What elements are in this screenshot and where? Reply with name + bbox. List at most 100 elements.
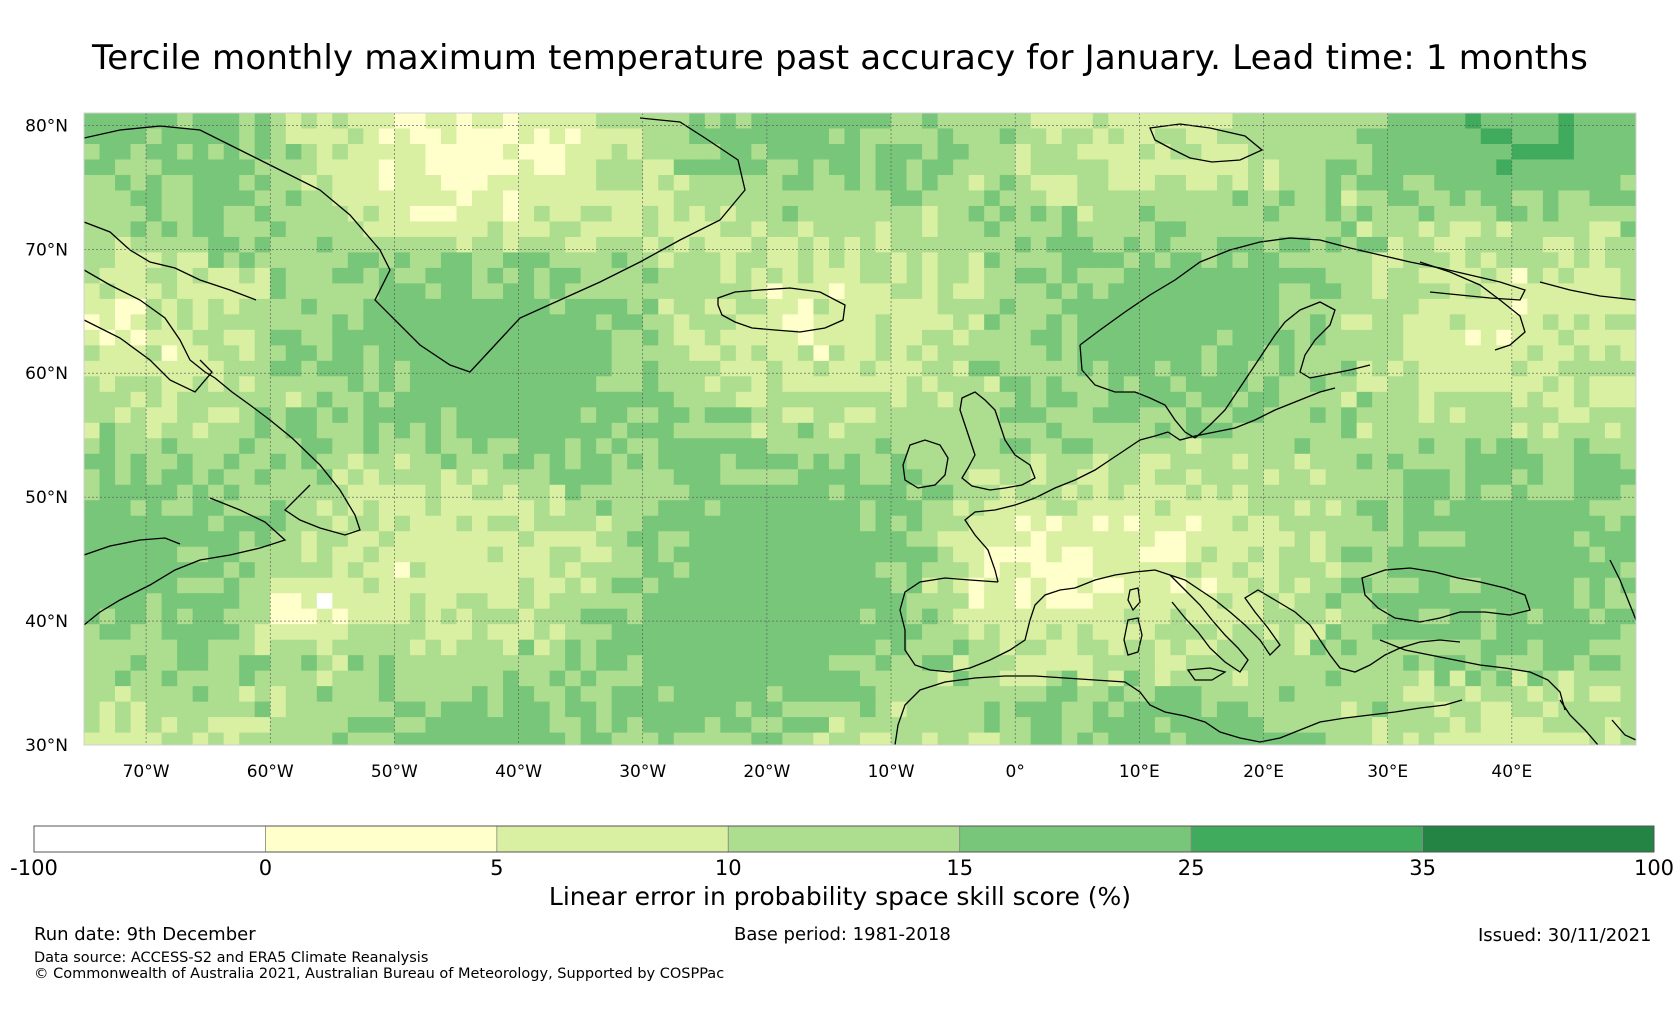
skill-cell (130, 329, 147, 346)
skill-cell (1201, 143, 1218, 161)
skill-cell (239, 484, 256, 501)
skill-cell (456, 515, 473, 532)
skill-cell (689, 624, 706, 641)
sweden-finland (1194, 301, 1371, 439)
skill-cell (1310, 314, 1327, 331)
skill-cell (704, 422, 721, 439)
skill-cell (394, 298, 411, 315)
skill-cell (642, 655, 659, 672)
skill-cell (208, 314, 225, 331)
skill-cell (1077, 422, 1094, 439)
skill-cell (611, 593, 628, 610)
skill-cell (1046, 221, 1063, 238)
skill-cell (1248, 670, 1265, 687)
skill-cell (1573, 453, 1591, 470)
skill-cell (1558, 159, 1575, 176)
skill-cell (1558, 174, 1575, 192)
skill-cell (751, 190, 768, 207)
skill-cell (518, 531, 535, 548)
skill-cell (1154, 345, 1171, 362)
skill-cell (1263, 701, 1280, 718)
skill-cell (1108, 345, 1125, 362)
skill-cell (285, 329, 302, 346)
skill-cell (735, 128, 752, 145)
skill-cell (642, 484, 659, 501)
skill-cell (673, 205, 690, 223)
skill-cell (1279, 345, 1296, 362)
skill-cell (1201, 577, 1218, 594)
skill-cell (1434, 484, 1451, 501)
skill-cell (394, 205, 411, 223)
skill-cell (642, 236, 659, 254)
skill-cell (984, 670, 1001, 687)
skill-cell (844, 686, 861, 703)
skill-cell (968, 500, 985, 517)
skill-cell (1092, 593, 1109, 610)
skill-cell (735, 655, 752, 672)
skill-cell (968, 143, 985, 161)
skill-cell (596, 608, 613, 625)
skill-cell (518, 484, 535, 501)
skill-cell (146, 391, 163, 408)
skill-cell (177, 655, 194, 672)
skill-cell (518, 608, 535, 625)
skill-cell (1403, 345, 1420, 362)
skill-cell (782, 546, 799, 563)
skill-cell (720, 531, 737, 548)
anatolia-coast (1379, 639, 1566, 711)
skill-cell (906, 329, 923, 346)
skill-cell (1139, 531, 1156, 548)
skill-cell (968, 438, 985, 455)
skill-cell (270, 314, 287, 331)
skill-cell (906, 639, 923, 656)
skill-cell (1604, 205, 1622, 223)
skill-cell (720, 422, 737, 439)
skill-cell (891, 329, 908, 346)
skill-cell (161, 113, 178, 130)
ireland-coast (902, 439, 949, 489)
skill-cell (782, 670, 799, 687)
map-area (84, 113, 1636, 745)
skill-cell (99, 732, 116, 745)
skill-cell (984, 283, 1001, 300)
skill-cell (1185, 376, 1203, 393)
skill-cell (1434, 407, 1451, 424)
skill-cell (332, 701, 349, 718)
skill-cell (751, 329, 768, 346)
skill-cell (906, 128, 923, 145)
skill-cell (782, 143, 799, 161)
skill-cell (1030, 453, 1047, 470)
skill-cell (440, 484, 458, 501)
skill-cell (1139, 143, 1156, 161)
skill-cell (1449, 376, 1466, 393)
skill-cell (658, 236, 675, 254)
longitude-label: 40°W (495, 762, 542, 782)
skill-cell (968, 376, 985, 393)
skill-cell (1387, 345, 1404, 362)
skill-cell (1123, 484, 1140, 501)
skill-cell (704, 113, 721, 130)
skill-cell (1030, 500, 1047, 517)
skill-cell (99, 267, 116, 284)
skill-cell (177, 515, 194, 532)
skill-cell (1077, 221, 1094, 238)
skill-cell (1573, 283, 1591, 300)
skill-cell (813, 391, 830, 408)
skill-cell (1310, 422, 1327, 439)
skill-cell (1092, 174, 1109, 192)
skill-cell (301, 252, 318, 269)
skill-cell (254, 113, 271, 130)
skill-cell (1279, 174, 1296, 192)
skill-cell (813, 624, 830, 641)
skill-cell (953, 314, 970, 331)
skill-cell (1123, 360, 1140, 377)
skill-cell (394, 500, 411, 517)
skill-cell (1341, 205, 1358, 223)
skill-cell (363, 438, 380, 455)
skill-cell (658, 562, 675, 579)
skill-cell (1061, 174, 1078, 192)
skill-cell (766, 453, 783, 470)
skill-cell (766, 438, 783, 455)
skill-cell (301, 329, 318, 346)
skill-cell (1527, 221, 1544, 238)
